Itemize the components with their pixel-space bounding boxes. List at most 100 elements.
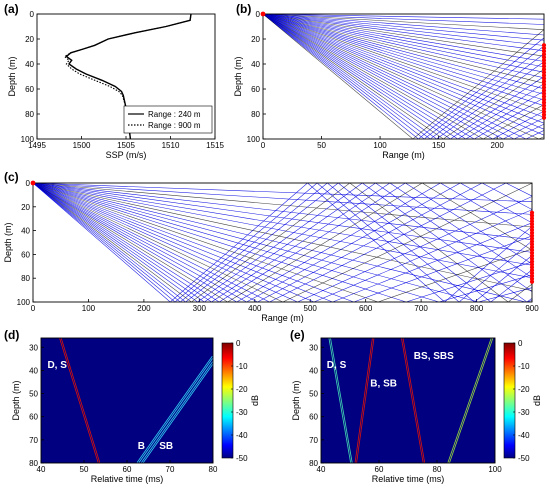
- receiver-point: [529, 253, 535, 258]
- y-tick-label: 50: [309, 390, 318, 399]
- arrival-line-core: [137, 356, 213, 463]
- ray-path: [33, 183, 532, 279]
- arrivals: [59, 338, 213, 463]
- receiver-point: [541, 79, 547, 84]
- x-axis-label: SSP (m/s): [106, 150, 147, 160]
- y-tick-label: 80: [21, 274, 30, 283]
- receiver-point: [541, 76, 547, 81]
- ray-path: [263, 14, 544, 139]
- arrivals: [328, 338, 494, 463]
- receiver-point: [541, 70, 547, 75]
- x-tick-label: 0: [261, 141, 266, 150]
- ray-path: [33, 183, 532, 302]
- colorbar-tick-label: 0: [236, 339, 241, 348]
- receiver-point: [541, 109, 547, 114]
- panel-d: 40 50 60 70 80 30 40 50 60 70 80 Relative time (ms)…: [4, 328, 260, 484]
- colorbar-tick-label: 0: [518, 339, 523, 348]
- x-tick-label: 700: [414, 304, 428, 313]
- receiver-point: [529, 245, 535, 250]
- y-tick-label: 60: [25, 85, 34, 94]
- y-tick-label: 20: [21, 203, 30, 212]
- ray-path: [263, 14, 544, 139]
- panel-label: (e): [290, 328, 305, 342]
- ray-path: [263, 14, 544, 139]
- x-tick-label: 100: [488, 465, 502, 474]
- ray-path: [263, 14, 544, 139]
- y-tick-label: 70: [309, 436, 318, 445]
- ray-path: [263, 14, 544, 139]
- y-axis-label: Depth (m): [291, 380, 301, 420]
- y-tick-label: 0: [256, 10, 261, 19]
- ray-path: [263, 14, 544, 106]
- plot-frame: [320, 337, 496, 464]
- receiver-point: [529, 225, 535, 230]
- ray-path: [33, 183, 532, 302]
- arrival-line-core: [401, 338, 425, 463]
- ssp-line-1: [65, 14, 192, 139]
- y-tick-label: 30: [29, 343, 38, 352]
- legend-box: [123, 105, 213, 134]
- ray-path: [33, 183, 532, 240]
- x-tick-label: 1510: [162, 141, 180, 150]
- ray-path: [33, 183, 532, 302]
- ray-path: [33, 183, 532, 302]
- y-tick-label: 0: [26, 179, 31, 188]
- y-tick-label: 20: [25, 35, 34, 44]
- ray-path: [263, 14, 544, 101]
- receiver-point: [529, 233, 535, 238]
- colorbar-tick-label: -50: [518, 454, 530, 463]
- plot-frame: [40, 337, 214, 464]
- ray-path: [263, 14, 544, 139]
- receiver-point: [529, 216, 535, 221]
- receiver-point: [541, 97, 547, 102]
- y-tick-label: 40: [251, 60, 260, 69]
- ray-path: [263, 14, 544, 130]
- receiver-point: [541, 52, 547, 57]
- receiver-point: [541, 106, 547, 111]
- colorbar-tick-label: -10: [518, 362, 530, 371]
- colorbar-tick-label: -20: [518, 385, 530, 394]
- receiver-point: [541, 112, 547, 117]
- ray-path: [263, 14, 544, 95]
- arrival-annotation: BS, SBS: [414, 351, 454, 362]
- ray-path: [263, 14, 544, 139]
- x-tick-label: 80: [433, 465, 442, 474]
- x-tick-label: 70: [166, 465, 175, 474]
- panel-a: 1495 1500 1505 1510 1515 0 20 40 60 80 100 SSP (m/s…: [4, 2, 224, 160]
- receiver-point: [541, 100, 547, 105]
- x-tick-label: 400: [248, 304, 262, 313]
- receiver-point: [541, 43, 547, 48]
- receiver-point: [529, 242, 535, 247]
- receiver-point: [529, 259, 535, 264]
- x-axis-label: Relative time (ms): [372, 474, 445, 484]
- y-tick-label: 60: [309, 413, 318, 422]
- receiver-point: [541, 61, 547, 66]
- ray-path: [33, 183, 532, 302]
- source-point: [30, 180, 36, 186]
- receiver-point: [541, 55, 547, 60]
- receiver-point: [529, 239, 535, 244]
- x-tick-label: 1495: [28, 141, 46, 150]
- ray-path: [33, 183, 532, 302]
- ray-path: [263, 14, 544, 41]
- y-tick-label: 60: [29, 413, 38, 422]
- receiver-point: [541, 91, 547, 96]
- ray-path: [33, 183, 532, 302]
- panel-label: (a): [4, 2, 19, 16]
- y-tick-label: 100: [17, 298, 31, 307]
- ray-path: [263, 14, 544, 20]
- y-tick-label: 100: [247, 135, 261, 144]
- ray-path: [263, 14, 544, 30]
- x-tick-label: 60: [123, 465, 132, 474]
- receiver-point: [529, 230, 535, 235]
- y-axis-label: Depth (m): [233, 56, 243, 96]
- ray-path: [33, 183, 532, 202]
- ray-path: [263, 14, 544, 139]
- ray-path: [33, 183, 532, 302]
- colorbar: [503, 342, 516, 459]
- legend-entry: Range : 900 m: [148, 121, 201, 130]
- receiver-point: [529, 262, 535, 267]
- receiver-point: [529, 279, 535, 284]
- x-tick-label: 60: [375, 465, 384, 474]
